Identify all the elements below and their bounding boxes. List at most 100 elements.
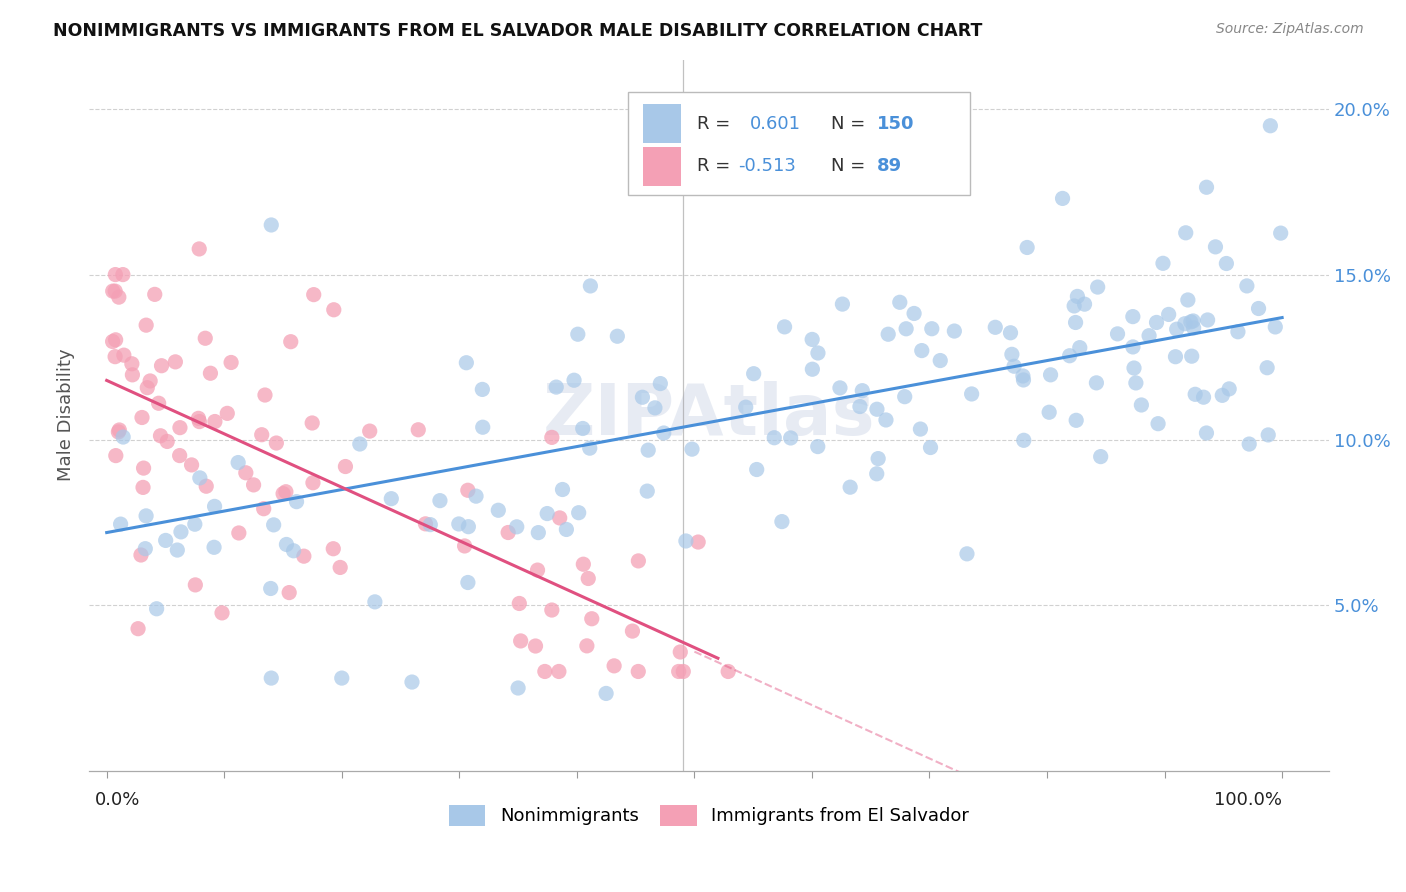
Point xyxy=(1237,437,1260,451)
Bar xyxy=(644,104,681,143)
Point xyxy=(471,420,494,434)
Point xyxy=(911,343,934,358)
Point xyxy=(301,416,323,430)
Point xyxy=(524,639,547,653)
Point xyxy=(1226,325,1249,339)
Point xyxy=(285,494,308,508)
Point xyxy=(104,333,127,347)
Point xyxy=(627,554,650,568)
Point xyxy=(1107,326,1129,341)
Point xyxy=(101,284,124,298)
Point xyxy=(579,279,602,293)
Point xyxy=(194,331,217,345)
Point xyxy=(302,287,325,301)
Point xyxy=(1002,359,1025,374)
Point xyxy=(672,665,695,679)
Point xyxy=(155,533,177,548)
Point xyxy=(322,541,344,556)
Point xyxy=(204,500,226,514)
Point xyxy=(429,493,451,508)
Point xyxy=(1038,405,1060,419)
Point xyxy=(112,430,135,444)
Point xyxy=(688,535,710,549)
Point xyxy=(250,427,273,442)
Point xyxy=(920,441,942,455)
Point xyxy=(217,406,239,420)
Point xyxy=(184,578,207,592)
Point xyxy=(508,597,530,611)
Point xyxy=(260,582,283,596)
Point xyxy=(734,400,756,414)
Point xyxy=(1182,321,1205,335)
Point xyxy=(1204,240,1226,254)
Point xyxy=(779,431,801,445)
Point xyxy=(228,525,250,540)
Point xyxy=(456,356,478,370)
Point xyxy=(595,686,617,700)
Point xyxy=(150,359,173,373)
Point xyxy=(921,322,943,336)
Point xyxy=(1017,240,1039,254)
Point xyxy=(534,665,557,679)
Point xyxy=(807,440,830,454)
Point xyxy=(329,560,352,574)
Point xyxy=(134,541,156,556)
Point xyxy=(148,396,170,410)
Point xyxy=(200,366,222,380)
Text: 89: 89 xyxy=(876,157,901,175)
Text: R =: R = xyxy=(697,157,730,175)
Point xyxy=(1166,322,1188,336)
Point xyxy=(1195,180,1218,194)
Point xyxy=(401,675,423,690)
Point xyxy=(457,519,479,533)
Point xyxy=(188,471,211,485)
Point xyxy=(763,431,786,445)
Point xyxy=(276,537,298,551)
Point xyxy=(419,517,441,532)
Point xyxy=(1063,299,1085,313)
Point xyxy=(506,681,529,695)
Point xyxy=(650,376,672,391)
Point xyxy=(801,333,824,347)
Point xyxy=(636,484,658,499)
Point xyxy=(889,295,911,310)
Point xyxy=(1264,320,1286,334)
Point xyxy=(1137,328,1160,343)
Point xyxy=(551,483,574,497)
Point xyxy=(929,353,952,368)
Point xyxy=(652,425,675,440)
Point xyxy=(1184,387,1206,401)
Point xyxy=(108,290,131,304)
Point xyxy=(509,634,531,648)
Point xyxy=(1182,314,1205,328)
Point xyxy=(242,478,264,492)
Point xyxy=(1147,417,1170,431)
Point xyxy=(1000,326,1022,340)
Point xyxy=(127,622,149,636)
Point xyxy=(359,424,381,438)
Point xyxy=(866,467,889,481)
Point xyxy=(1260,119,1282,133)
Point xyxy=(283,543,305,558)
Point xyxy=(170,524,193,539)
Point xyxy=(621,624,644,638)
Point xyxy=(112,348,135,362)
Point xyxy=(1069,341,1091,355)
Point xyxy=(139,374,162,388)
Point xyxy=(1195,425,1218,440)
Point xyxy=(108,423,131,437)
Point xyxy=(453,539,475,553)
Bar xyxy=(644,146,681,186)
Point xyxy=(322,302,344,317)
Point xyxy=(717,665,740,679)
Point xyxy=(606,329,628,343)
Point xyxy=(801,362,824,376)
Point xyxy=(668,665,690,679)
Point xyxy=(447,516,470,531)
Point xyxy=(849,400,872,414)
Text: -0.513: -0.513 xyxy=(738,157,796,175)
Point xyxy=(669,645,692,659)
Point xyxy=(1152,256,1174,270)
Point xyxy=(1064,413,1087,427)
Point xyxy=(121,368,143,382)
